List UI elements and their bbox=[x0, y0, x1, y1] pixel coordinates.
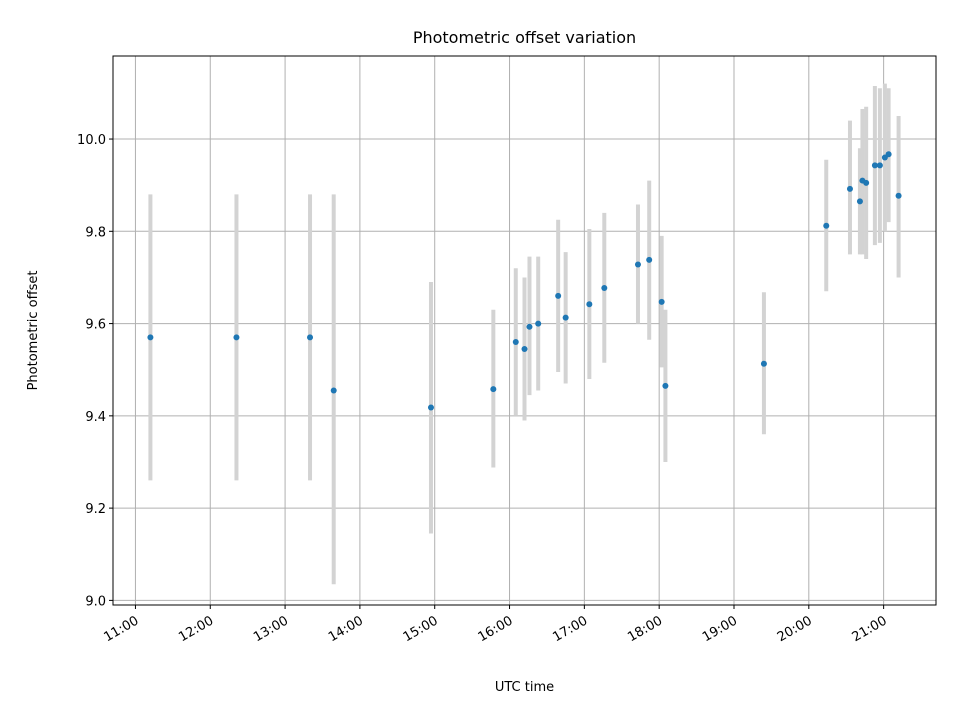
data-point bbox=[562, 314, 569, 321]
point-layer bbox=[147, 151, 902, 411]
data-point bbox=[823, 222, 830, 229]
plot-frame bbox=[112, 55, 937, 606]
data-point bbox=[555, 292, 562, 299]
chart-title: Photometric offset variation bbox=[413, 28, 636, 47]
y-tick-label: 9.2 bbox=[85, 502, 106, 517]
y-tick-label: 9.0 bbox=[85, 594, 106, 609]
data-point bbox=[601, 285, 608, 292]
data-point bbox=[646, 256, 653, 263]
data-point bbox=[330, 387, 337, 394]
data-point bbox=[876, 162, 883, 169]
x-axis-label: UTC time bbox=[495, 680, 554, 695]
data-point bbox=[521, 345, 528, 352]
data-point bbox=[871, 162, 878, 169]
data-point bbox=[535, 320, 542, 327]
data-point bbox=[147, 334, 154, 341]
data-point bbox=[895, 192, 902, 199]
data-point bbox=[846, 185, 853, 192]
data-point bbox=[760, 360, 767, 367]
data-point bbox=[586, 301, 593, 308]
data-point bbox=[526, 323, 533, 330]
data-point bbox=[662, 382, 669, 389]
y-axis-label: Photometric offset bbox=[26, 271, 41, 391]
y-tick-label: 9.4 bbox=[85, 410, 106, 425]
y-axis-ticks: 9.0 9.2 9.4 9.6 9.8 10.0 bbox=[77, 133, 113, 609]
data-point bbox=[658, 298, 665, 305]
data-point bbox=[490, 386, 497, 393]
y-tick-label: 10.0 bbox=[77, 133, 106, 148]
data-point bbox=[634, 261, 641, 268]
data-point bbox=[885, 151, 892, 158]
data-point bbox=[512, 339, 519, 346]
data-point bbox=[427, 404, 434, 411]
data-point bbox=[856, 198, 863, 205]
data-point bbox=[307, 334, 314, 341]
data-point bbox=[863, 179, 870, 186]
data-point bbox=[233, 334, 240, 341]
y-tick-label: 9.8 bbox=[85, 225, 106, 240]
y-tick-label: 9.6 bbox=[85, 318, 106, 333]
